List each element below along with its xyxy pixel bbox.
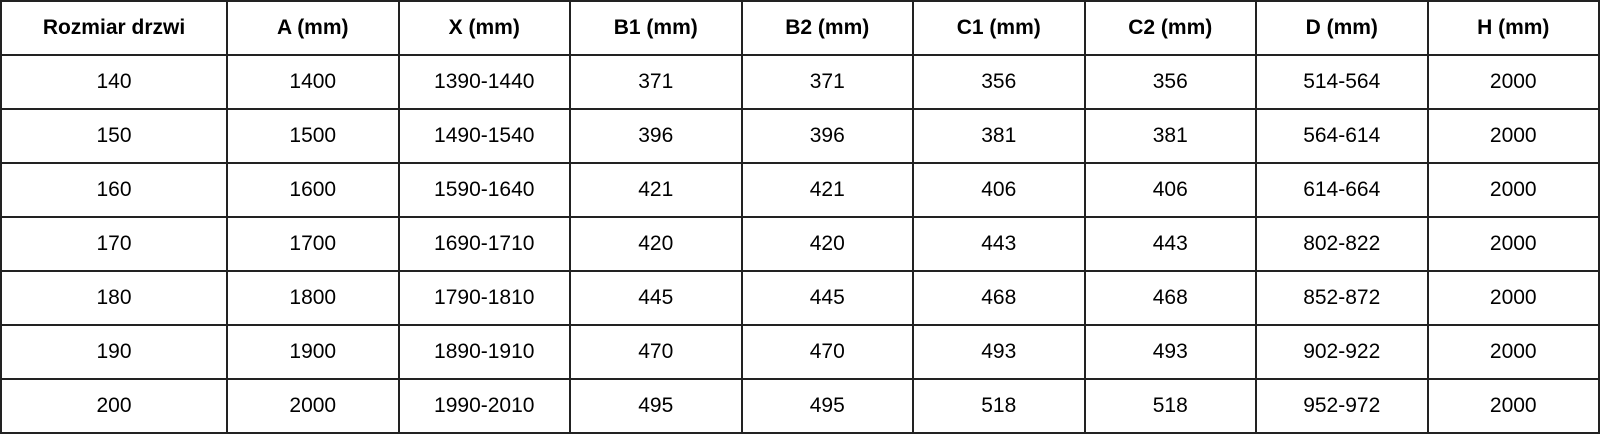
table-cell: 2000 bbox=[226, 378, 400, 434]
table-cell: 495 bbox=[569, 378, 743, 434]
table-cell: 356 bbox=[1083, 54, 1257, 110]
table-cell: 1590-1640 bbox=[397, 162, 571, 218]
table-cell: 470 bbox=[569, 324, 743, 380]
table-cell: 2000 bbox=[1426, 216, 1600, 272]
table-cell: 495 bbox=[740, 378, 914, 434]
table-cell: 902-922 bbox=[1255, 324, 1429, 380]
column-header: D (mm) bbox=[1255, 0, 1429, 56]
table-cell: 150 bbox=[0, 108, 228, 164]
column-header: X (mm) bbox=[397, 0, 571, 56]
table-cell: 420 bbox=[569, 216, 743, 272]
table-cell: 468 bbox=[1083, 270, 1257, 326]
table-cell: 445 bbox=[569, 270, 743, 326]
table-cell: 2000 bbox=[1426, 162, 1600, 218]
table-cell: 1800 bbox=[226, 270, 400, 326]
table-row: 160 1600 1590-1640 421 421 406 406 614-664 2000 bbox=[0, 162, 1600, 218]
table-cell: 1690-1710 bbox=[397, 216, 571, 272]
table-cell: 170 bbox=[0, 216, 228, 272]
table-cell: 1900 bbox=[226, 324, 400, 380]
table-cell: 381 bbox=[912, 108, 1086, 164]
table-cell: 443 bbox=[912, 216, 1086, 272]
header-row: Rozmiar drzwi A (mm) X (mm) B1 (mm) B2 (mm) C… bbox=[0, 0, 1600, 56]
table-row: 180 1800 1790-1810 445 445 468 468 852-872 2000 bbox=[0, 270, 1600, 326]
table-row: 170 1700 1690-1710 420 420 443 443 802-822 2000 bbox=[0, 216, 1600, 272]
table-cell: 2000 bbox=[1426, 378, 1600, 434]
column-header: H (mm) bbox=[1426, 0, 1600, 56]
table-cell: 2000 bbox=[1426, 324, 1600, 380]
column-header: B2 (mm) bbox=[740, 0, 914, 56]
table-cell: 381 bbox=[1083, 108, 1257, 164]
table-cell: 468 bbox=[912, 270, 1086, 326]
table-cell: 802-822 bbox=[1255, 216, 1429, 272]
table-cell: 1600 bbox=[226, 162, 400, 218]
table-cell: 371 bbox=[569, 54, 743, 110]
table-cell: 2000 bbox=[1426, 270, 1600, 326]
table-cell: 356 bbox=[912, 54, 1086, 110]
table-cell: 140 bbox=[0, 54, 228, 110]
table-cell: 200 bbox=[0, 378, 228, 434]
table-cell: 445 bbox=[740, 270, 914, 326]
table-cell: 180 bbox=[0, 270, 228, 326]
table-cell: 952-972 bbox=[1255, 378, 1429, 434]
table-cell: 852-872 bbox=[1255, 270, 1429, 326]
table-cell: 396 bbox=[740, 108, 914, 164]
table-cell: 493 bbox=[912, 324, 1086, 380]
table-cell: 421 bbox=[740, 162, 914, 218]
table-cell: 2000 bbox=[1426, 108, 1600, 164]
table-cell: 420 bbox=[740, 216, 914, 272]
column-header: B1 (mm) bbox=[569, 0, 743, 56]
table-cell: 564-614 bbox=[1255, 108, 1429, 164]
table-cell: 518 bbox=[1083, 378, 1257, 434]
table-cell: 614-664 bbox=[1255, 162, 1429, 218]
table-cell: 160 bbox=[0, 162, 228, 218]
table-cell: 493 bbox=[1083, 324, 1257, 380]
table-row: 140 1400 1390-1440 371 371 356 356 514-564 2000 bbox=[0, 54, 1600, 110]
table-row: 150 1500 1490-1540 396 396 381 381 564-614 2000 bbox=[0, 108, 1600, 164]
table-row: 200 2000 1990-2010 495 495 518 518 952-972 2000 bbox=[0, 378, 1600, 434]
table-cell: 514-564 bbox=[1255, 54, 1429, 110]
table-cell: 406 bbox=[912, 162, 1086, 218]
table-cell: 1790-1810 bbox=[397, 270, 571, 326]
table-cell: 421 bbox=[569, 162, 743, 218]
table-cell: 1990-2010 bbox=[397, 378, 571, 434]
table-cell: 1490-1540 bbox=[397, 108, 571, 164]
table-cell: 396 bbox=[569, 108, 743, 164]
table-cell: 1500 bbox=[226, 108, 400, 164]
table-cell: 1890-1910 bbox=[397, 324, 571, 380]
table-cell: 190 bbox=[0, 324, 228, 380]
column-header: A (mm) bbox=[226, 0, 400, 56]
table-cell: 1400 bbox=[226, 54, 400, 110]
table-cell: 518 bbox=[912, 378, 1086, 434]
column-header: Rozmiar drzwi bbox=[0, 0, 228, 56]
table-row: 190 1900 1890-1910 470 470 493 493 902-922 2000 bbox=[0, 324, 1600, 380]
table-cell: 2000 bbox=[1426, 54, 1600, 110]
column-header: C1 (mm) bbox=[912, 0, 1086, 56]
table-cell: 1390-1440 bbox=[397, 54, 571, 110]
table-cell: 443 bbox=[1083, 216, 1257, 272]
table-cell: 371 bbox=[740, 54, 914, 110]
table-cell: 470 bbox=[740, 324, 914, 380]
column-header: C2 (mm) bbox=[1083, 0, 1257, 56]
table-cell: 406 bbox=[1083, 162, 1257, 218]
table-cell: 1700 bbox=[226, 216, 400, 272]
